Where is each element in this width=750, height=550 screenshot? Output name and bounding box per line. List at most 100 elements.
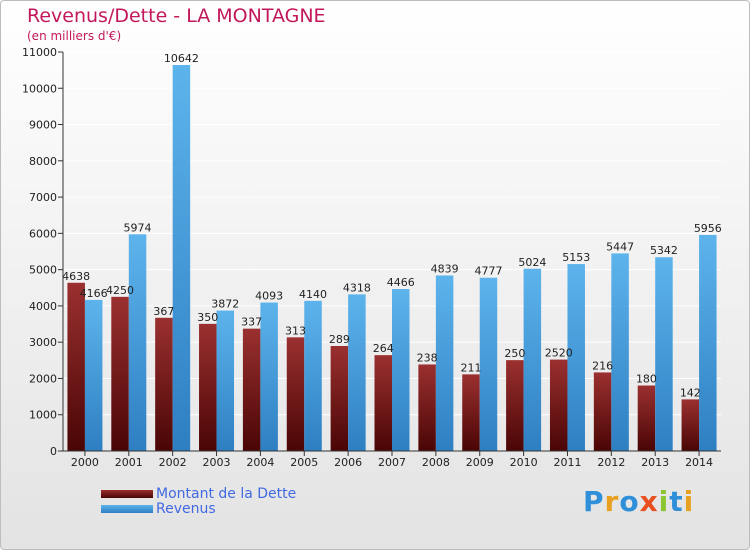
bar-dette <box>462 374 480 451</box>
bar-revenus <box>567 264 585 451</box>
x-axis-tick-labels: 2000 2001 2002 2003 2004 2005 2006 2007 2008 2009… <box>71 451 713 469</box>
data-label-revenus: 5024 <box>518 256 546 269</box>
data-label-dette: 250 <box>504 347 525 360</box>
bar-dette <box>155 317 173 451</box>
x-tick-label: 2000 <box>71 456 99 469</box>
y-axis-tick-labels: 0 1000 2000 3000 4000 5000 6000 7000 8000 9000 100… <box>22 46 63 458</box>
x-tick-label: 2001 <box>115 456 143 469</box>
chart-title: Revenus/Dette - LA MONTAGNE <box>27 5 326 27</box>
data-label-dette: 4638 <box>62 270 90 283</box>
data-label-dette: 264 <box>373 342 394 355</box>
proxiti-logo: Proxiti <box>583 485 694 518</box>
y-tick-label: 4000 <box>29 300 57 313</box>
data-label-revenus: 3872 <box>211 298 239 311</box>
data-label-revenus: 5342 <box>650 244 678 257</box>
bar-dette <box>330 345 349 451</box>
bar-revenus <box>523 268 542 451</box>
data-label-revenus: 4839 <box>431 262 459 275</box>
x-tick-label: 2010 <box>510 456 538 469</box>
bar-dette <box>242 328 261 451</box>
bar-revenus <box>128 234 147 451</box>
data-label-revenus: 5974 <box>124 221 152 234</box>
logo-letter: x <box>639 485 659 518</box>
bar-dette <box>286 337 305 451</box>
bar-dette <box>418 364 436 451</box>
data-label-dette: 2520 <box>545 347 573 360</box>
data-label-dette: 289 <box>329 333 350 346</box>
x-tick-label: 2012 <box>597 456 625 469</box>
x-tick-label: 2008 <box>422 456 450 469</box>
bar-revenus <box>172 64 191 451</box>
bar-revenus <box>435 275 454 451</box>
y-tick-label: 7000 <box>29 191 57 204</box>
data-label-dette: 313 <box>285 324 306 337</box>
bars <box>67 64 717 451</box>
y-tick-label: 3000 <box>29 336 57 349</box>
bar-revenus <box>392 289 410 451</box>
bar-dette <box>549 359 568 451</box>
x-tick-label: 2014 <box>685 456 713 469</box>
data-label-revenus: 4318 <box>343 281 371 294</box>
logo-letter: t <box>669 485 684 518</box>
bar-dette <box>637 385 656 451</box>
legend-label-revenus: Revenus <box>156 501 216 517</box>
bar-dette <box>67 282 85 451</box>
logo-letter: r <box>604 485 620 518</box>
x-tick-label: 2011 <box>553 456 581 469</box>
y-tick-label: 10000 <box>22 82 57 95</box>
legend-swatch-debt <box>101 490 153 498</box>
data-label-dette: 216 <box>592 359 613 372</box>
bar-revenus <box>84 299 103 451</box>
bar-revenus <box>655 257 673 451</box>
bar-dette <box>506 360 524 451</box>
data-label-dette: 180 <box>636 373 657 386</box>
logo-letter: i <box>683 485 695 518</box>
data-label-dette: 211 <box>460 361 481 374</box>
data-label-dette: 4250 <box>106 284 134 297</box>
legend-swatch-revenus <box>101 505 153 513</box>
x-tick-label: 2002 <box>159 456 187 469</box>
chart-subtitle: (en milliers d'€) <box>27 29 122 43</box>
y-tick-label: 6000 <box>29 227 57 240</box>
data-label-dette: 142 <box>680 386 701 399</box>
data-label-revenus: 4093 <box>255 290 283 303</box>
bar-revenus <box>260 302 278 451</box>
x-tick-label: 2004 <box>246 456 274 469</box>
bar-revenus <box>304 300 322 451</box>
x-tick-label: 2005 <box>290 456 318 469</box>
y-tick-label: 8000 <box>29 155 57 168</box>
y-tick-label: 0 <box>50 445 57 458</box>
x-tick-label: 2006 <box>334 456 362 469</box>
data-label-revenus: 10642 <box>164 52 199 65</box>
bar-dette <box>681 399 700 451</box>
bar-revenus <box>348 294 366 451</box>
logo-letter: i <box>658 485 670 518</box>
y-tick-label: 1000 <box>29 409 57 422</box>
data-label-revenus: 5447 <box>606 240 634 253</box>
bar-dette <box>199 323 217 451</box>
bar-revenus <box>611 253 629 451</box>
bar-revenus <box>699 234 717 451</box>
y-tick-label: 5000 <box>29 264 57 277</box>
x-tick-label: 2003 <box>203 456 231 469</box>
data-label-dette: 238 <box>417 351 438 364</box>
y-tick-label: 11000 <box>22 46 57 59</box>
y-tick-label: 2000 <box>29 372 57 385</box>
bar-revenus <box>216 310 235 451</box>
data-label-revenus: 5153 <box>562 251 590 264</box>
data-label-revenus: 4140 <box>299 288 327 301</box>
data-label-revenus: 4777 <box>474 265 502 278</box>
data-label-revenus: 4166 <box>80 287 108 300</box>
data-label-dette: 367 <box>153 305 174 318</box>
axes <box>62 52 721 452</box>
data-label-revenus: 4466 <box>387 276 415 289</box>
y-tick-label: 9000 <box>29 119 57 132</box>
bar-dette <box>374 355 392 451</box>
bar-dette <box>111 296 129 451</box>
x-tick-label: 2009 <box>466 456 494 469</box>
logo-letter: P <box>583 485 605 518</box>
x-tick-label: 2013 <box>641 456 669 469</box>
data-label-dette: 337 <box>241 316 262 329</box>
